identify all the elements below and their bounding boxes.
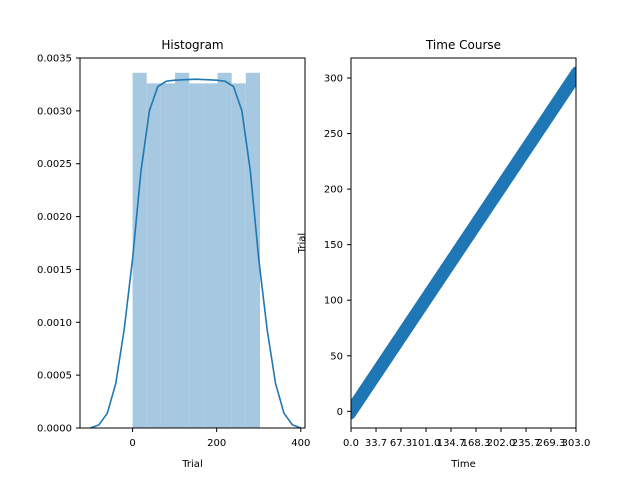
time-course-x-tick-label: 235.7 — [512, 438, 541, 449]
histogram-x-label: Trial — [181, 459, 202, 470]
time-course-y-ticks: 0 50 100 150 200 250 300 — [324, 74, 351, 418]
time-course-y-tick-label: 150 — [324, 240, 343, 251]
time-course-y-tick-label: 50 — [330, 351, 343, 362]
time-course-points — [351, 66, 576, 420]
time-course-y-tick-label: 250 — [324, 129, 343, 140]
time-course-x-tick-label: 303.0 — [562, 438, 591, 449]
histogram-y-tick-label: 0.0020 — [37, 212, 72, 223]
histogram-x-tick-label: 200 — [207, 438, 226, 449]
time-course-y-tick-label: 200 — [324, 185, 343, 196]
histogram-x-ticks: 0 200 400 — [129, 428, 310, 449]
time-course-frame — [350, 57, 577, 429]
time-course-title: Time Course — [425, 38, 501, 52]
histogram-bar-2 — [160, 83, 176, 428]
histogram-y-ticks: 0.0000 0.0005 0.0010 0.0015 0.0020 0.0025 0.00… — [37, 54, 80, 435]
time-course-x-tick-label: 101.0 — [412, 438, 441, 449]
histogram-y-tick-label: 0.0030 — [37, 106, 72, 117]
histogram-bar-7 — [231, 83, 246, 428]
time-course-x-tick-label: 67.3 — [390, 438, 412, 449]
time-course-panel: Time Course 0.0 33.7 67.3 101.0134.7168.320… — [297, 38, 590, 470]
histogram-bars — [132, 72, 260, 429]
histogram-bar-6 — [217, 72, 232, 429]
time-course-y-tick-label: 300 — [324, 74, 343, 85]
histogram-bar-4 — [189, 83, 204, 428]
time-course-x-label: Time — [450, 459, 475, 470]
time-course-x-ticks: 0.0 33.7 67.3 101.0134.7168.3202.0235.7269.… — [343, 428, 590, 449]
histogram-y-tick-label: 0.0010 — [37, 318, 72, 329]
time-course-x-tick-label: 269.3 — [537, 438, 566, 449]
time-course-x-tick-label: 134.7 — [437, 438, 466, 449]
histogram-y-tick-label: 0.0015 — [37, 265, 72, 276]
time-course-y-label: Trial — [297, 233, 308, 254]
time-point — [570, 66, 576, 83]
histogram-bar-5 — [203, 83, 218, 428]
time-course-y-tick-label: 0 — [337, 407, 343, 418]
histogram-frame — [79, 57, 306, 429]
histogram-y-tick-label: 0.0005 — [37, 371, 72, 382]
kde-curve — [90, 78, 302, 429]
time-course-x-tick-label: 168.3 — [462, 438, 491, 449]
histogram-y-tick-label: 0.0025 — [37, 159, 72, 170]
time-course-x-tick-label: 0.0 — [343, 438, 359, 449]
histogram-y-tick-label: 0.0000 — [37, 424, 72, 435]
histogram-y-tick-label: 0.0035 — [37, 54, 72, 65]
histogram-title: Histogram — [161, 38, 223, 52]
histogram-bar-0 — [132, 72, 147, 429]
histogram-bar-1 — [146, 83, 161, 428]
time-course-y-tick-label: 100 — [324, 296, 343, 307]
histogram-panel: Histogram 0 200 400 0.00000.00050.00100.00… — [37, 38, 310, 470]
histogram-x-tick-label: 0 — [129, 438, 135, 449]
histogram-bar-3 — [175, 72, 190, 429]
time-course-x-tick-label: 33.7 — [365, 438, 387, 449]
time-course-x-tick-label: 202.0 — [487, 438, 516, 449]
histogram-x-tick-label: 400 — [291, 438, 310, 449]
